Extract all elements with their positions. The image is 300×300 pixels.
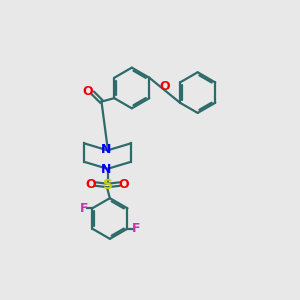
Text: O: O [119, 178, 130, 190]
Text: O: O [85, 178, 96, 190]
Text: N: N [101, 143, 112, 156]
Text: O: O [159, 80, 170, 93]
Text: O: O [83, 85, 93, 98]
Text: N: N [101, 164, 112, 176]
Text: F: F [80, 202, 88, 215]
Text: F: F [132, 222, 140, 235]
Text: S: S [103, 178, 112, 193]
